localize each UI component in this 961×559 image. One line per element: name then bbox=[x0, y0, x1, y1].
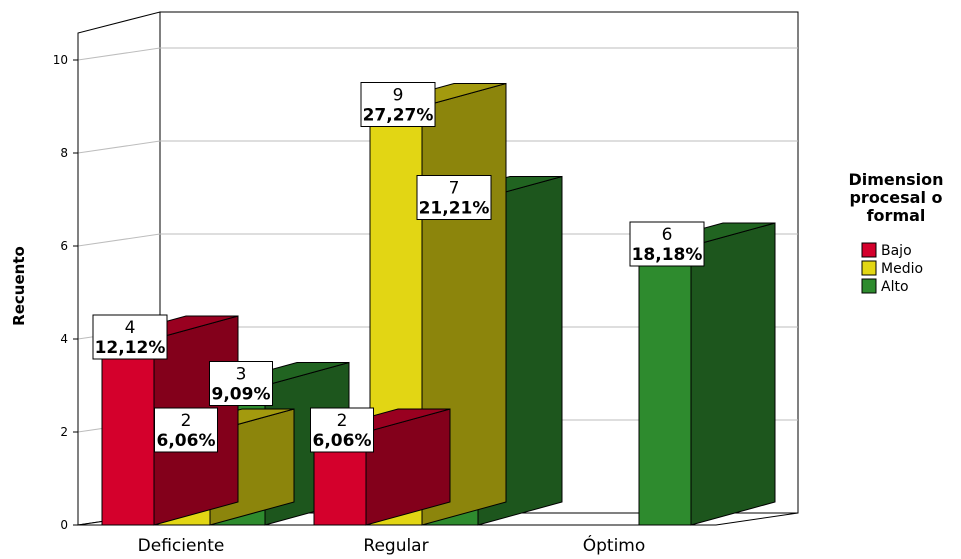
data-label-alto-regular: 721,21% bbox=[416, 175, 492, 220]
x-tick-label: Regular bbox=[363, 536, 428, 556]
gridline-side bbox=[77, 233, 161, 247]
legend-title: Dimension bbox=[848, 170, 943, 189]
data-label-medio-regular: 927,27% bbox=[360, 82, 436, 127]
x-tick-label: Óptimo bbox=[583, 534, 646, 556]
legend-label: Medio bbox=[881, 261, 923, 277]
data-label-count: 6 bbox=[662, 225, 673, 245]
legend-title: formal bbox=[867, 206, 926, 225]
x-tick-label: Deficiente bbox=[138, 536, 225, 556]
data-label-count: 3 bbox=[236, 365, 247, 385]
data-label-box bbox=[92, 314, 168, 360]
y-tick-label: 10 bbox=[53, 53, 68, 67]
legend-title: procesal o bbox=[849, 188, 942, 207]
bar-front bbox=[101, 338, 155, 526]
data-label-count: 7 bbox=[449, 179, 460, 199]
gridline-side bbox=[77, 140, 161, 154]
data-label-box bbox=[360, 82, 436, 127]
y-tick-label: 6 bbox=[60, 239, 68, 253]
data-label-box bbox=[416, 175, 492, 220]
data-label-medio-deficiente: 26,06% bbox=[154, 407, 218, 453]
data-label-alto-deficiente: 39,09% bbox=[209, 361, 273, 406]
data-label-percent: 21,21% bbox=[419, 199, 490, 219]
y-axis-label: Recuento bbox=[10, 246, 28, 326]
x-axis: Deficiente Regular Óptimo bbox=[138, 534, 646, 556]
data-label-percent: 18,18% bbox=[632, 245, 703, 265]
y-axis: 0 2 4 6 8 10 bbox=[53, 33, 79, 532]
data-label-percent: 27,27% bbox=[363, 106, 434, 126]
data-label-count: 2 bbox=[337, 411, 348, 431]
data-label-box bbox=[209, 361, 273, 406]
y-tick-label: 0 bbox=[60, 518, 68, 532]
data-label-percent: 6,06% bbox=[157, 431, 216, 451]
data-label-alto-óptimo: 618,18% bbox=[629, 221, 705, 267]
legend-swatch bbox=[861, 278, 877, 294]
data-label-bajo-deficiente: 412,12% bbox=[92, 314, 168, 360]
bar-front bbox=[638, 245, 692, 526]
y-tick-label: 8 bbox=[60, 146, 68, 160]
data-label-percent: 6,06% bbox=[313, 431, 372, 451]
legend-swatch bbox=[861, 242, 877, 258]
data-label-count: 9 bbox=[393, 86, 404, 106]
bar-side bbox=[690, 222, 776, 526]
data-labels: 39,09%26,06%412,12%721,21%927,27%26,06%6… bbox=[92, 82, 705, 453]
data-label-percent: 12,12% bbox=[95, 338, 166, 358]
data-label-box bbox=[154, 407, 218, 453]
y-tick-label: 4 bbox=[60, 332, 68, 346]
data-label-bajo-regular: 26,06% bbox=[310, 407, 374, 453]
legend-label: Alto bbox=[881, 279, 909, 295]
gridline-side bbox=[77, 47, 161, 61]
legend-label: Bajo bbox=[881, 243, 912, 259]
data-label-box bbox=[310, 407, 374, 453]
data-label-box bbox=[629, 221, 705, 267]
y-tick-label: 2 bbox=[60, 425, 68, 439]
data-label-percent: 9,09% bbox=[212, 385, 271, 405]
legend-swatch bbox=[861, 260, 877, 276]
bar-alto-óptimo bbox=[638, 222, 776, 526]
data-label-count: 4 bbox=[125, 318, 136, 338]
data-label-count: 2 bbox=[181, 411, 192, 431]
